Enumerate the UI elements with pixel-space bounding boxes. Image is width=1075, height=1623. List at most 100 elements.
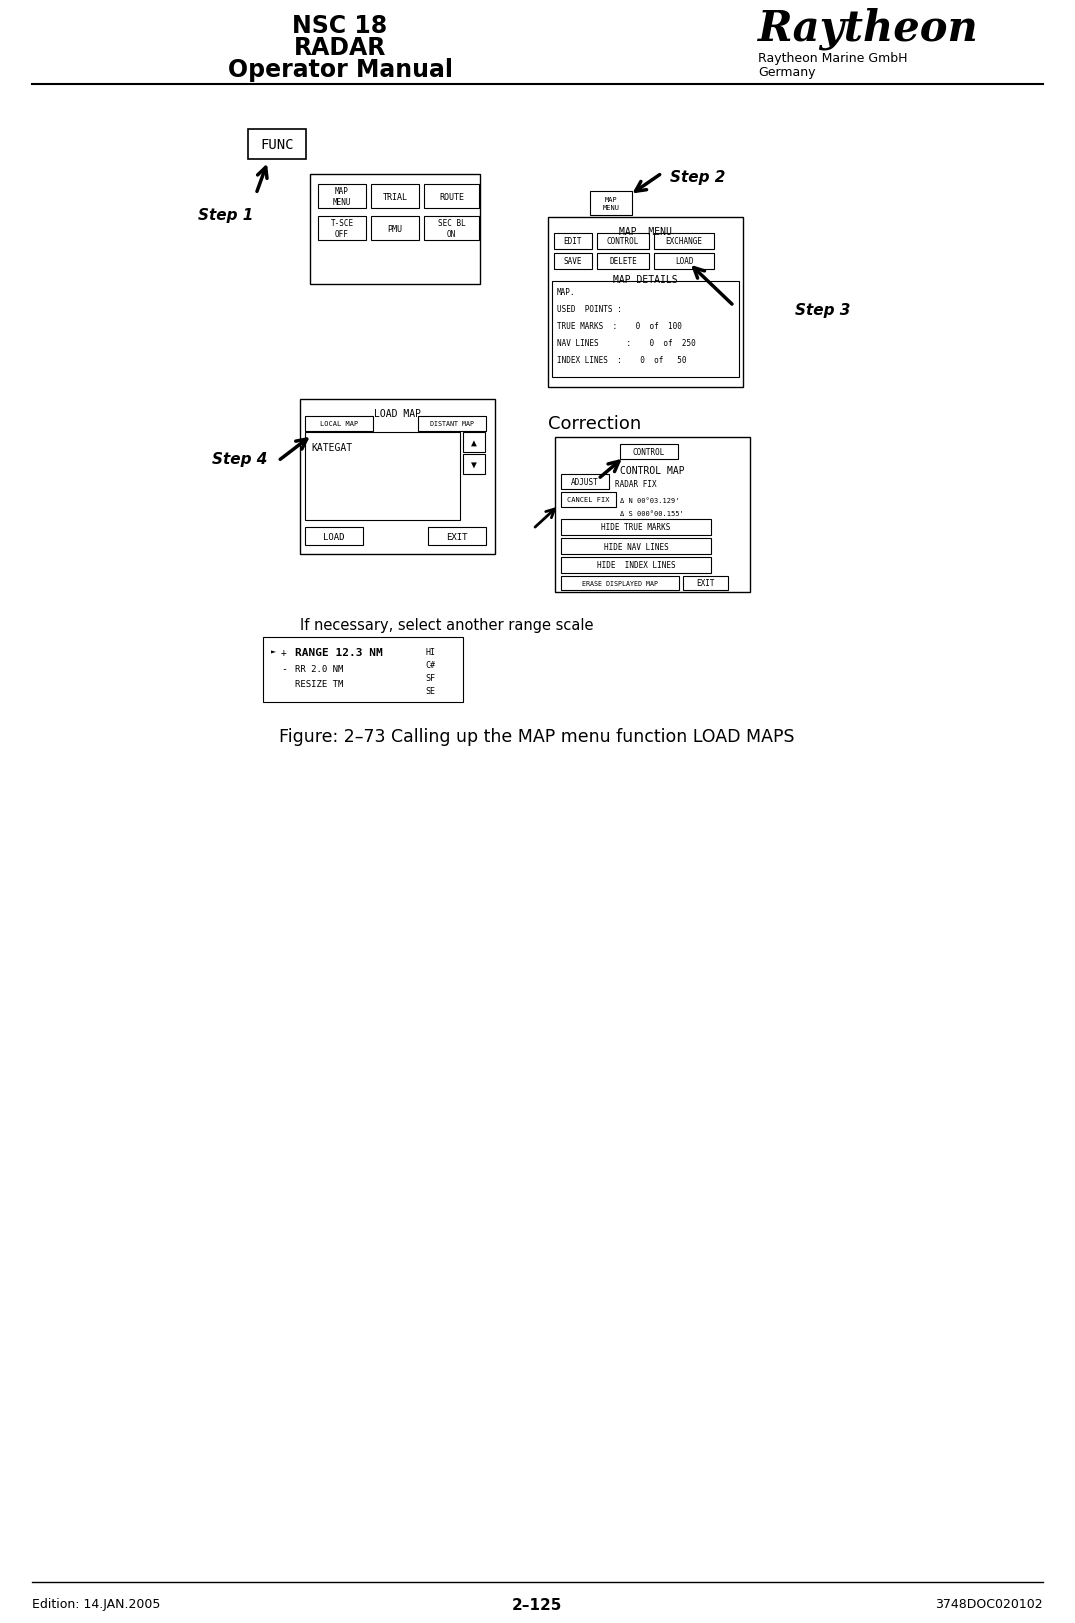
- Bar: [654, 253, 714, 269]
- Text: LOAD MAP: LOAD MAP: [374, 409, 421, 419]
- Text: EXCHANGE: EXCHANGE: [665, 237, 702, 247]
- Text: PMU: PMU: [387, 224, 402, 234]
- Bar: [597, 253, 649, 269]
- Text: ROUTE: ROUTE: [439, 193, 464, 201]
- Text: EXIT: EXIT: [697, 579, 715, 588]
- Bar: [561, 576, 679, 591]
- Bar: [305, 527, 363, 545]
- Text: MAP.: MAP.: [557, 287, 575, 297]
- Text: Raytheon Marine GmbH: Raytheon Marine GmbH: [758, 52, 907, 65]
- Text: USED  POINTS :: USED POINTS :: [557, 305, 621, 313]
- Bar: [428, 527, 486, 545]
- Text: NSC 18: NSC 18: [292, 15, 388, 37]
- Text: ADJUST: ADJUST: [571, 477, 599, 487]
- Bar: [310, 175, 481, 284]
- Bar: [318, 217, 366, 240]
- Text: RADAR: RADAR: [293, 36, 386, 60]
- Bar: [683, 576, 728, 591]
- Text: Δ N 00°03.129': Δ N 00°03.129': [620, 498, 679, 503]
- Text: -: -: [281, 664, 287, 674]
- Bar: [463, 433, 485, 453]
- Text: RESIZE TM: RESIZE TM: [295, 680, 343, 688]
- Text: C#: C#: [425, 661, 435, 670]
- Text: RADAR FIX: RADAR FIX: [615, 480, 657, 489]
- Text: DELETE: DELETE: [610, 258, 636, 266]
- Text: NAV LINES      :    0  of  250: NAV LINES : 0 of 250: [557, 339, 696, 347]
- Text: Edition: 14.JAN.2005: Edition: 14.JAN.2005: [32, 1597, 160, 1610]
- Text: Δ S 000°00.155': Δ S 000°00.155': [620, 511, 684, 516]
- Text: Figure: 2–73 Calling up the MAP menu function LOAD MAPS: Figure: 2–73 Calling up the MAP menu fun…: [280, 727, 794, 745]
- Text: TRIAL: TRIAL: [383, 193, 407, 201]
- Bar: [620, 445, 678, 459]
- Text: HIDE NAV LINES: HIDE NAV LINES: [604, 542, 669, 552]
- Text: CONTROL MAP: CONTROL MAP: [620, 466, 685, 476]
- Bar: [300, 399, 494, 555]
- Text: Step 1: Step 1: [198, 208, 253, 222]
- Text: HI: HI: [425, 648, 435, 657]
- Bar: [371, 185, 419, 209]
- Text: ▼: ▼: [471, 459, 477, 469]
- Bar: [424, 217, 479, 240]
- Text: SE: SE: [425, 687, 435, 696]
- Text: Operator Manual: Operator Manual: [228, 58, 453, 81]
- Text: Step 3: Step 3: [796, 304, 850, 318]
- Text: KATEGAT: KATEGAT: [311, 443, 353, 453]
- Text: +: +: [281, 648, 287, 657]
- Bar: [561, 493, 616, 508]
- Bar: [548, 217, 743, 388]
- Text: HIDE  INDEX LINES: HIDE INDEX LINES: [597, 562, 675, 570]
- Bar: [263, 638, 463, 703]
- Text: RR 2.0 NM: RR 2.0 NM: [295, 664, 343, 674]
- Text: HIDE TRUE MARKS: HIDE TRUE MARKS: [601, 523, 671, 532]
- Text: ▲: ▲: [471, 438, 477, 448]
- Text: ERASE DISPLAYED MAP: ERASE DISPLAYED MAP: [582, 581, 658, 586]
- Bar: [248, 130, 306, 161]
- Text: T-SCE
OFF: T-SCE OFF: [330, 219, 354, 239]
- Text: EDIT: EDIT: [563, 237, 583, 247]
- Bar: [554, 253, 592, 269]
- Text: MAP
MENU: MAP MENU: [333, 187, 352, 206]
- Text: LOAD: LOAD: [324, 532, 345, 540]
- Text: If necessary, select another range scale: If necessary, select another range scale: [300, 618, 593, 633]
- Text: Correction: Correction: [548, 415, 642, 433]
- Text: LOCAL MAP: LOCAL MAP: [320, 422, 358, 427]
- Text: Germany: Germany: [758, 67, 816, 80]
- Text: FUNC: FUNC: [260, 138, 293, 153]
- Text: Raytheon: Raytheon: [758, 8, 978, 50]
- Text: MAP DETAILS: MAP DETAILS: [613, 274, 678, 284]
- Text: 2–125: 2–125: [512, 1597, 562, 1612]
- Text: SEC BL
ON: SEC BL ON: [438, 219, 465, 239]
- Bar: [424, 185, 479, 209]
- Bar: [371, 217, 419, 240]
- Bar: [561, 539, 711, 555]
- Bar: [555, 438, 750, 592]
- Bar: [305, 417, 373, 432]
- Bar: [590, 192, 632, 216]
- Text: CONTROL: CONTROL: [606, 237, 640, 247]
- Text: DISTANT MAP: DISTANT MAP: [430, 422, 474, 427]
- Bar: [654, 234, 714, 250]
- Bar: [561, 558, 711, 573]
- Bar: [463, 454, 485, 474]
- Text: Step 4: Step 4: [212, 451, 268, 467]
- Text: EXIT: EXIT: [446, 532, 468, 540]
- Bar: [418, 417, 486, 432]
- Text: ►: ►: [271, 648, 276, 657]
- Text: TRUE MARKS  :    0  of  100: TRUE MARKS : 0 of 100: [557, 321, 682, 331]
- Bar: [551, 282, 739, 378]
- Text: CANCEL FIX: CANCEL FIX: [568, 497, 610, 503]
- Text: SF: SF: [425, 674, 435, 683]
- Text: INDEX LINES  :    0  of   50: INDEX LINES : 0 of 50: [557, 355, 687, 365]
- Bar: [318, 185, 366, 209]
- Text: MAP
MENU: MAP MENU: [602, 198, 619, 211]
- Bar: [305, 433, 460, 521]
- Text: SAVE: SAVE: [563, 258, 583, 266]
- Text: RANGE 12.3 NM: RANGE 12.3 NM: [295, 648, 383, 657]
- Text: 3748DOC020102: 3748DOC020102: [935, 1597, 1043, 1610]
- Bar: [561, 474, 610, 490]
- Bar: [597, 234, 649, 250]
- Bar: [561, 519, 711, 536]
- Text: MAP  MENU: MAP MENU: [619, 227, 672, 237]
- Text: CONTROL: CONTROL: [633, 448, 665, 456]
- Text: LOAD: LOAD: [675, 258, 693, 266]
